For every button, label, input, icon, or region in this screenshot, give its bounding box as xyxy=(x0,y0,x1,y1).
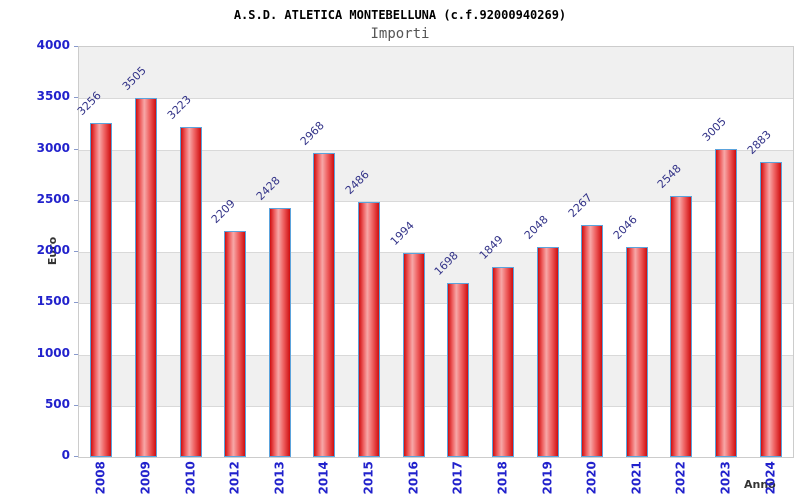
bar xyxy=(670,195,693,457)
x-tick-label: 2015 xyxy=(361,461,376,495)
y-tick-label: 0 xyxy=(61,448,70,462)
bar xyxy=(268,208,291,457)
y-tick-mark xyxy=(74,46,78,47)
y-tick-label: 2000 xyxy=(36,243,70,257)
x-tick-label: 2013 xyxy=(272,461,287,495)
bar xyxy=(536,247,559,457)
x-tick-label: 2021 xyxy=(629,461,644,495)
bar xyxy=(581,224,604,457)
y-tick-mark xyxy=(74,302,78,304)
x-tick-label: 2012 xyxy=(227,461,242,495)
y-tick-mark xyxy=(74,97,78,99)
y-tick-mark xyxy=(74,404,78,406)
gridline xyxy=(79,405,793,407)
x-tick-label: 2017 xyxy=(450,461,465,495)
y-tick-label: 500 xyxy=(44,396,70,411)
bar xyxy=(313,152,336,457)
bar xyxy=(358,202,381,457)
bar xyxy=(759,161,782,457)
y-tick-label: 1500 xyxy=(36,294,70,309)
x-tick-label: 2019 xyxy=(540,461,555,495)
y-tick-label: 3500 xyxy=(36,89,70,104)
chart-subtitle: Importi xyxy=(370,26,430,42)
plot-area: 3256 3505 3223 2209 2428 2968 2486 1994 1698 1849… xyxy=(75,46,794,458)
bar xyxy=(179,126,202,457)
gridline xyxy=(79,98,793,100)
y-tick-mark xyxy=(74,251,78,252)
y-tick-mark xyxy=(74,456,78,457)
gridline xyxy=(79,252,793,253)
bar xyxy=(491,267,514,457)
y-tick-label: 4000 xyxy=(36,38,70,52)
x-tick-label: 2008 xyxy=(93,461,108,495)
bar xyxy=(90,123,113,457)
y-tick-mark xyxy=(74,353,78,355)
bar xyxy=(224,230,247,457)
bar xyxy=(625,247,648,457)
plot-band xyxy=(79,47,793,99)
x-tick-label: 2022 xyxy=(673,461,688,495)
chart-title: A.S.D. ATLETICA MONTEBELLUNA (c.f.920009… xyxy=(233,8,567,22)
bar xyxy=(715,149,738,457)
y-tick-label: 1000 xyxy=(36,345,70,360)
y-tick-label: 3000 xyxy=(36,140,70,155)
x-tick-label: 2016 xyxy=(406,461,421,495)
bar xyxy=(402,252,425,457)
y-tick-label: 2500 xyxy=(36,191,70,206)
x-tick-label: 2024 xyxy=(763,461,778,495)
x-tick-label: 2023 xyxy=(718,461,733,495)
gridline xyxy=(79,354,793,356)
gridline xyxy=(79,200,793,202)
x-tick-label: 2010 xyxy=(183,461,198,495)
x-tick-label: 2020 xyxy=(584,461,599,495)
x-tick-label: 2009 xyxy=(138,461,153,495)
gridline xyxy=(79,149,793,151)
bar xyxy=(447,282,470,457)
x-tick-label: 2014 xyxy=(316,461,331,495)
gridline xyxy=(79,303,793,305)
bar xyxy=(134,97,157,457)
y-tick-mark xyxy=(74,199,78,201)
x-tick-label: 2018 xyxy=(495,461,510,495)
x-axis-title: Anno xyxy=(744,478,776,491)
y-tick-mark xyxy=(74,148,78,150)
